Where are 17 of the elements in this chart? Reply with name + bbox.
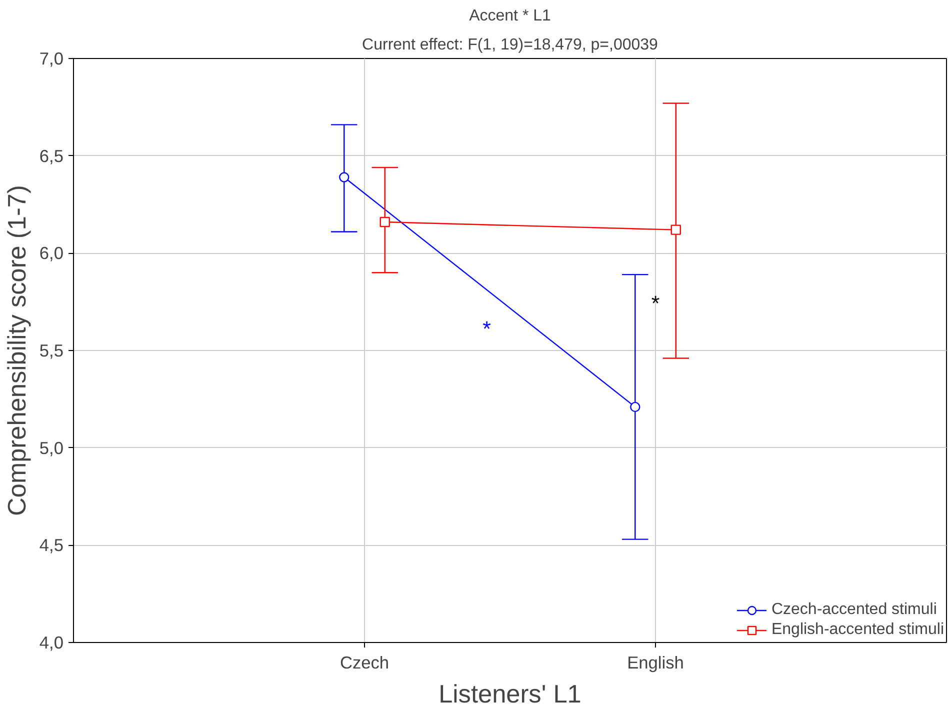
annotation: * bbox=[482, 316, 491, 341]
chart-subtitle: Current effect: F(1, 19)=18,479, p=,00039 bbox=[362, 36, 658, 54]
legend-label: Czech-accented stimuli bbox=[771, 601, 937, 619]
chart-title: Accent * L1 bbox=[469, 8, 552, 24]
y-tick-label: 6,5 bbox=[39, 146, 64, 166]
y-axis-title: Comprehensibility score (1-7) bbox=[3, 185, 32, 516]
y-tick-label: 4,5 bbox=[39, 535, 64, 556]
y-tick-label: 6,0 bbox=[39, 243, 64, 264]
y-tick-label: 7,0 bbox=[39, 48, 64, 68]
annotation: * bbox=[651, 291, 660, 316]
y-tick-label: 5,5 bbox=[39, 340, 64, 360]
x-tick-label: Czech bbox=[340, 652, 390, 672]
y-tick-label: 5,0 bbox=[39, 438, 64, 458]
x-tick-label: English bbox=[627, 652, 684, 672]
x-axis-title: Listeners' L1 bbox=[438, 680, 582, 708]
y-tick-label: 4,0 bbox=[39, 632, 64, 652]
legend-label: English-accented stimuli bbox=[771, 621, 944, 639]
